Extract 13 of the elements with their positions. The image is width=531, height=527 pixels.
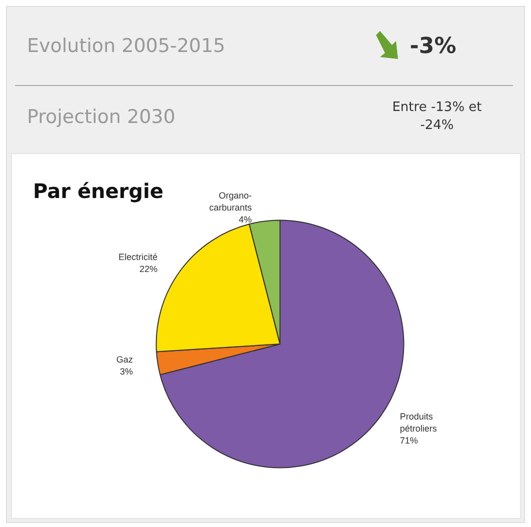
text: Entre -13% et -24% xyxy=(391,99,483,135)
data-label: 22% xyxy=(140,264,158,274)
data-label: 3% xyxy=(120,366,133,377)
slice-label: Electricité xyxy=(118,252,158,262)
text: Projection 2030 xyxy=(26,106,176,128)
slice-label: Gaz xyxy=(116,354,134,365)
text: -3% xyxy=(410,34,456,58)
chart-title: Par énergie xyxy=(33,179,164,203)
data-label: 71% xyxy=(400,435,418,446)
slice-label: Organo-carburants xyxy=(209,190,252,212)
slice-label: Produits pétroliers xyxy=(400,411,438,434)
text: Evolution 2005-2015 xyxy=(26,35,226,57)
data-label: 4% xyxy=(238,214,252,224)
